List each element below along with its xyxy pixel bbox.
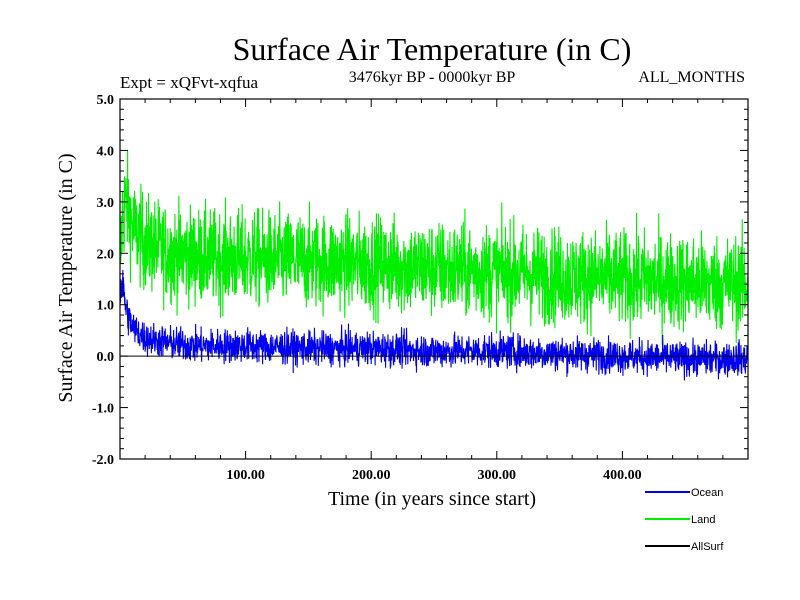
chart-title: Surface Air Temperature (in C) (233, 31, 632, 67)
y-tick-label: 1.0 (97, 299, 115, 314)
x-tick-label: 200.00 (352, 468, 391, 483)
x-tick-label: 400.00 (603, 468, 642, 483)
plot-frame (119, 98, 749, 460)
series-line-ocean (119, 269, 749, 381)
y-tick-label: 3.0 (97, 196, 115, 211)
x-tick-labels: 100.00 200.00 300.00 400.00 (226, 468, 641, 483)
y-tick-label: -2.0 (92, 453, 114, 468)
x-tick-label: 100.00 (226, 468, 265, 483)
x-tick-label: 300.00 (478, 468, 517, 483)
chart-period-label: 3476kyr BP - 0000kyr BP (349, 69, 516, 86)
series-layer (119, 150, 749, 381)
legend-item-land: Land (645, 514, 715, 526)
plot-area: -2.0 -1.0 0.0 1.0 2.0 3.0 4.0 5.0 100.00 200.00 3… (92, 93, 749, 483)
series-line-land (119, 150, 749, 345)
y-tick-label: 0.0 (97, 350, 115, 365)
chart-expt-label: Expt = xQFvt-xqfua (120, 73, 258, 92)
y-axis-label: Surface Air Temperature (in C) (55, 153, 77, 402)
x-axis-label: Time (in years since start) (328, 488, 536, 510)
y-tick-label: 2.0 (97, 247, 115, 262)
legend-label: AllSurf (691, 541, 724, 553)
y-tick-label: -1.0 (92, 402, 114, 417)
y-tick-label: 4.0 (97, 144, 115, 159)
legend: Ocean Land AllSurf (645, 487, 724, 553)
legend-item-allsurf: AllSurf (645, 541, 724, 553)
legend-label: Ocean (691, 487, 723, 499)
y-tick-labels: -2.0 -1.0 0.0 1.0 2.0 3.0 4.0 5.0 (92, 93, 114, 468)
chart-months-label: ALL_MONTHS (638, 69, 745, 86)
ticks-layer (119, 98, 749, 460)
legend-label: Land (691, 514, 715, 526)
legend-item-ocean: Ocean (645, 487, 723, 499)
y-tick-label: 5.0 (97, 93, 115, 108)
